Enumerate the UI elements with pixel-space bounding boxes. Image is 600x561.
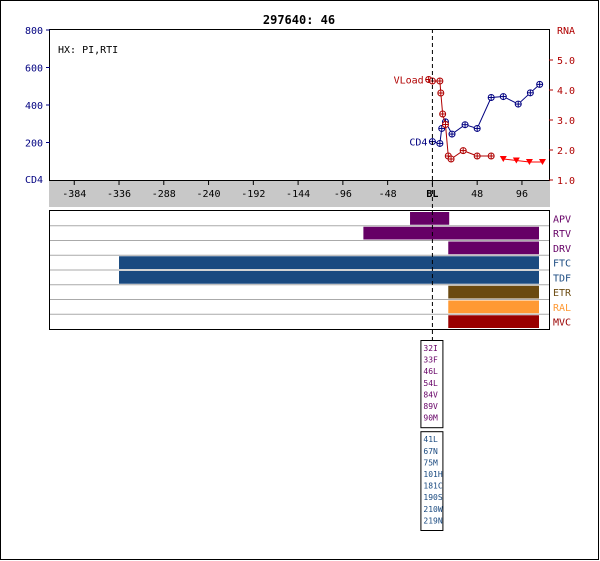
mutation-item: 46L bbox=[423, 367, 438, 376]
vload-point bbox=[487, 152, 495, 160]
cd4-tick-label: 800 bbox=[25, 26, 43, 37]
drug-bar-etr bbox=[448, 285, 539, 299]
x-tick-label: 48 bbox=[471, 189, 483, 200]
mutation-item: 75M bbox=[423, 458, 438, 467]
cd4-point bbox=[473, 124, 481, 132]
vload-point bbox=[436, 77, 444, 85]
vload-below-limit-point bbox=[512, 157, 520, 164]
cd4-point bbox=[526, 89, 534, 97]
drug-bar-rtv bbox=[363, 226, 539, 240]
mutation-boxes: 32I 33F 46L 54L 84V 89V 90M 41L 67N 75M 101H 181C 19… bbox=[420, 340, 444, 532]
drug-bar-apv bbox=[410, 212, 450, 225]
drug-label-tdf: TDF bbox=[553, 273, 571, 284]
cd4-point bbox=[436, 139, 444, 147]
cd4-tick-label: 200 bbox=[25, 139, 43, 150]
drug-label-ftc: FTC bbox=[553, 259, 571, 270]
drug-bar-mvc bbox=[448, 315, 539, 328]
mutation-item: 67N bbox=[423, 447, 438, 456]
mutation-item: 41L bbox=[423, 435, 438, 444]
drug-label-rtv: RTV bbox=[553, 229, 571, 240]
x-tick-label: -288 bbox=[152, 189, 176, 200]
x-tick-label: 96 bbox=[516, 189, 528, 200]
drug-bar-ral bbox=[448, 300, 539, 314]
mutation-item: 219N bbox=[423, 516, 442, 525]
x-tick-label: -96 bbox=[334, 189, 352, 200]
cd4-point bbox=[499, 93, 507, 101]
mutation-item: 90M bbox=[423, 414, 438, 423]
rna-tick-label: 1.0 bbox=[557, 176, 575, 187]
chart-title: 297640: 46 bbox=[263, 13, 335, 27]
x-tick-label: -144 bbox=[286, 189, 310, 200]
vload-point bbox=[447, 155, 455, 163]
x-tick-label: -48 bbox=[379, 189, 397, 200]
vload-below-limit-point bbox=[525, 159, 533, 165]
cd4-point bbox=[487, 94, 495, 101]
drug-rows: APV RTV DRV FTC TDF ETR RAL MVC bbox=[50, 212, 572, 329]
mutation-item: 210W bbox=[423, 505, 442, 514]
baseline-tick-label: BL bbox=[426, 189, 438, 200]
rna-axis: 5.0 4.0 3.0 2.0 1.0 RNA bbox=[549, 26, 575, 187]
plot-frame bbox=[49, 29, 550, 181]
series-line-2 bbox=[503, 158, 543, 163]
cd4-point bbox=[536, 80, 544, 88]
drug-bar-ftc bbox=[119, 256, 539, 269]
rna-tick-label: 4.0 bbox=[557, 86, 575, 97]
cd4-axis: 800 600 400 200 CD4 bbox=[25, 26, 50, 186]
vload-below-limit-point bbox=[499, 156, 507, 162]
drug-label-ral: RAL bbox=[553, 303, 571, 314]
x-tick-label: -336 bbox=[107, 189, 131, 200]
cd4-tick-label: 600 bbox=[25, 64, 43, 75]
cd4-tick-label: 400 bbox=[25, 101, 43, 112]
vload-point bbox=[473, 152, 481, 160]
vload-below-limit-point bbox=[538, 159, 546, 165]
vload-point bbox=[437, 89, 445, 97]
drug-label-apv: APV bbox=[553, 214, 571, 225]
cd4-series-label: CD4 bbox=[409, 138, 427, 149]
mutation-item: 33F bbox=[423, 356, 438, 365]
mutation-item: 181C bbox=[423, 482, 442, 491]
rna-tick-label: 3.0 bbox=[557, 116, 575, 127]
x-axis-band bbox=[49, 181, 550, 207]
mutation-item: 32I bbox=[423, 344, 438, 353]
hx-label: HX: PI,RTI bbox=[58, 45, 118, 56]
mutation-item: 101H bbox=[423, 470, 442, 479]
vload-point bbox=[459, 147, 467, 155]
mutation-item: 89V bbox=[423, 402, 438, 411]
mutation-item: 54L bbox=[423, 379, 438, 388]
cd4-point bbox=[514, 100, 522, 108]
cd4-axis-label: CD4 bbox=[25, 175, 43, 186]
mutation-box-1 bbox=[420, 431, 444, 532]
rna-axis-label: RNA bbox=[557, 26, 575, 37]
drug-label-mvc: MVC bbox=[553, 318, 571, 329]
x-tick-label: -192 bbox=[241, 189, 265, 200]
vload-point bbox=[439, 110, 447, 118]
mutation-item: 84V bbox=[423, 390, 438, 399]
rna-tick-label: 2.0 bbox=[557, 146, 575, 157]
drug-label-etr: ETR bbox=[553, 288, 572, 299]
x-tick-label: -384 bbox=[62, 189, 86, 200]
mutation-box-0 bbox=[420, 340, 444, 429]
rna-tick-label: 5.0 bbox=[557, 56, 575, 67]
mutation-item: 190S bbox=[423, 493, 442, 502]
vload-point bbox=[441, 121, 449, 128]
cd4-point bbox=[448, 130, 456, 138]
drug-bar-tdf bbox=[119, 271, 539, 284]
cd4-point bbox=[461, 121, 469, 129]
vload-series-label: VLoad bbox=[394, 76, 424, 87]
x-tick-label: -240 bbox=[197, 189, 221, 200]
x-axis: -384 -336 -288 -240 -192 -144 -96 -48 BL 48 96 bbox=[62, 180, 528, 200]
drug-bar-drv bbox=[448, 241, 539, 255]
drug-label-drv: DRV bbox=[553, 244, 571, 255]
